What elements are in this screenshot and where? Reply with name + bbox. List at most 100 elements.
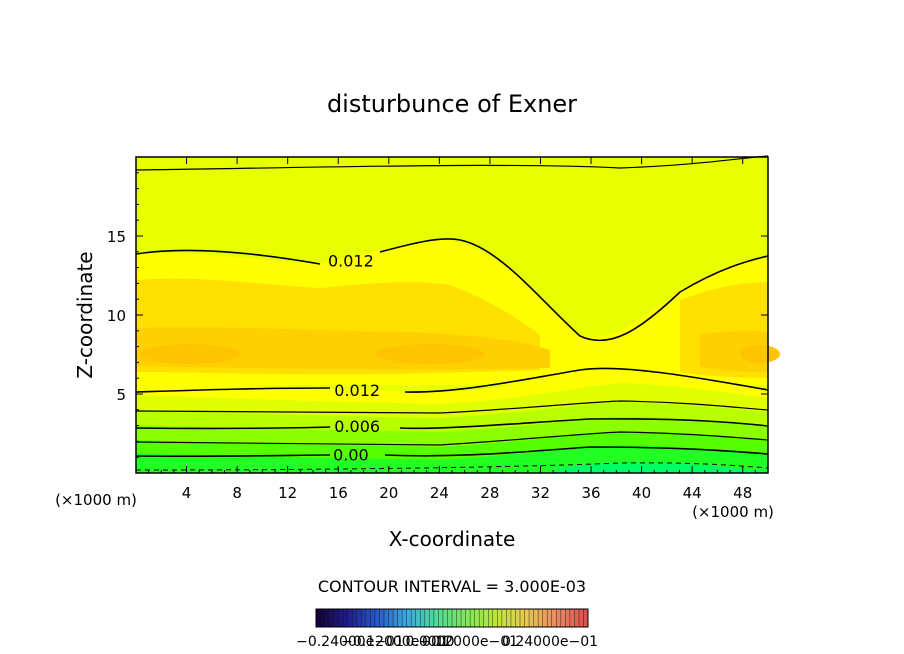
contour-label: 0.006 (334, 417, 380, 436)
colorbar-label: −0.24000e−01 (296, 634, 404, 650)
colorbar-cell (334, 609, 339, 627)
colorbar-cell (379, 609, 384, 627)
colorbar-cell (492, 609, 498, 627)
colorbar-cell (415, 609, 421, 627)
colorbar-cell (542, 609, 548, 627)
contour-line-0.00 (135, 446, 769, 458)
colorbar-labels: −0.24000e−01−0.12000e−010.00000.12000e−0… (296, 634, 598, 650)
colorbar-cell (565, 609, 570, 627)
x-tick-label: 40 (632, 484, 651, 502)
contour-line-0.012-upper (135, 238, 769, 342)
y-axis-label: Z-coordinate (73, 251, 97, 378)
x-tick-label: 12 (278, 484, 297, 502)
x-tick-label: 16 (329, 484, 348, 502)
colorbar-cell (574, 609, 579, 627)
colorbar-cell (343, 609, 348, 627)
colorbar-cell (325, 609, 330, 627)
colorbar-cell (365, 609, 371, 627)
colorbar-cell (515, 609, 520, 627)
colorbar-cell (320, 609, 326, 627)
contour-line-b (135, 431, 769, 446)
colorbar-cell (316, 609, 321, 627)
colorbar-label: 0.24000e−01 (502, 634, 598, 650)
colorbar-cell (533, 609, 539, 627)
colorbar-cell (474, 609, 480, 627)
colorbar-cell (370, 609, 375, 627)
colorbar-cell (578, 609, 584, 627)
colorbar-cell (384, 609, 389, 627)
contour-label: 0.012 (334, 381, 380, 400)
contour-labels: 0.012 0.012 0.006 0.00 (328, 251, 380, 464)
colorbar-cell (483, 609, 489, 627)
colorbar-cell (361, 609, 366, 627)
colorbar-cell (420, 609, 425, 627)
x-axis-ticks: 4 8 12 16 20 24 28 32 36 40 44 48 (148, 157, 756, 502)
colorbar-cell (411, 609, 416, 627)
colorbar-cell (438, 609, 443, 627)
colorbar-cell (347, 609, 353, 627)
colorbar-cell (560, 609, 566, 627)
contour-label: 0.012 (328, 251, 374, 270)
colorbar-cell (556, 609, 561, 627)
colorbar-cell (583, 609, 588, 627)
core-blob-1 (140, 344, 240, 364)
colorbar-cell (406, 609, 412, 627)
x-tick-label: 36 (581, 484, 600, 502)
colorbar-cell (470, 609, 475, 627)
colorbar-cell (388, 609, 394, 627)
colorbar-cell (456, 609, 462, 627)
colorbar-cell (433, 609, 439, 627)
core-blob-2 (375, 344, 485, 364)
x-tick-label: 32 (531, 484, 550, 502)
contour-line-a (135, 400, 769, 414)
colorbar (315, 609, 588, 627)
colorbar-cell (569, 609, 575, 627)
contour-line-0.012-lower (135, 367, 769, 393)
colorbar-cell (506, 609, 511, 627)
colorbar-cell (397, 609, 403, 627)
y-tick-label: 10 (107, 307, 126, 325)
colorbar-cell (424, 609, 430, 627)
colorbar-cell (501, 609, 507, 627)
colorbar-cell (488, 609, 493, 627)
colorbar-label: 0.0000 (406, 634, 455, 650)
x-unit-left: (×1000 m) (55, 491, 137, 509)
x-tick-label: 44 (683, 484, 702, 502)
contour-line-0.006 (135, 418, 769, 430)
colorbar-cell (479, 609, 484, 627)
colorbar-cell (352, 609, 357, 627)
x-unit-right: (×1000 m) (692, 503, 774, 521)
band-bottom-teal (540, 462, 768, 473)
colorbar-cell (374, 609, 380, 627)
colorbar-cell (329, 609, 335, 627)
contour-label: 0.00 (333, 446, 369, 465)
colorbar-cell (538, 609, 543, 627)
x-axis-label: X-coordinate (389, 527, 516, 551)
y-tick-label: 15 (107, 228, 126, 246)
y-tick-label: 5 (116, 386, 126, 404)
x-tick-label: 24 (430, 484, 449, 502)
contour-line-negative (135, 462, 769, 471)
colorbar-cell (356, 609, 362, 627)
colorbar-label: −0.12000e−01 (341, 634, 449, 650)
colorbar-cell (524, 609, 530, 627)
x-tick-label: 28 (480, 484, 499, 502)
x-tick-label: 48 (733, 484, 752, 502)
colorbar-cell (393, 609, 398, 627)
colorbar-cell (447, 609, 452, 627)
colorbar-cell (452, 609, 457, 627)
colorbar-frame (315, 608, 589, 628)
contour-line-top (135, 155, 769, 171)
colorbar-cell (465, 609, 471, 627)
core-blob-3 (740, 345, 780, 363)
x-tick-label: 4 (182, 484, 192, 502)
plot-area (135, 155, 780, 474)
x-tick-label: 8 (232, 484, 242, 502)
chart-title: disturbunce of Exner (327, 90, 577, 118)
x-tick-label: 20 (379, 484, 398, 502)
colorbar-cell (551, 609, 557, 627)
colorbar-cell (510, 609, 516, 627)
colorbar-cell (429, 609, 434, 627)
colorbar-cell (497, 609, 502, 627)
